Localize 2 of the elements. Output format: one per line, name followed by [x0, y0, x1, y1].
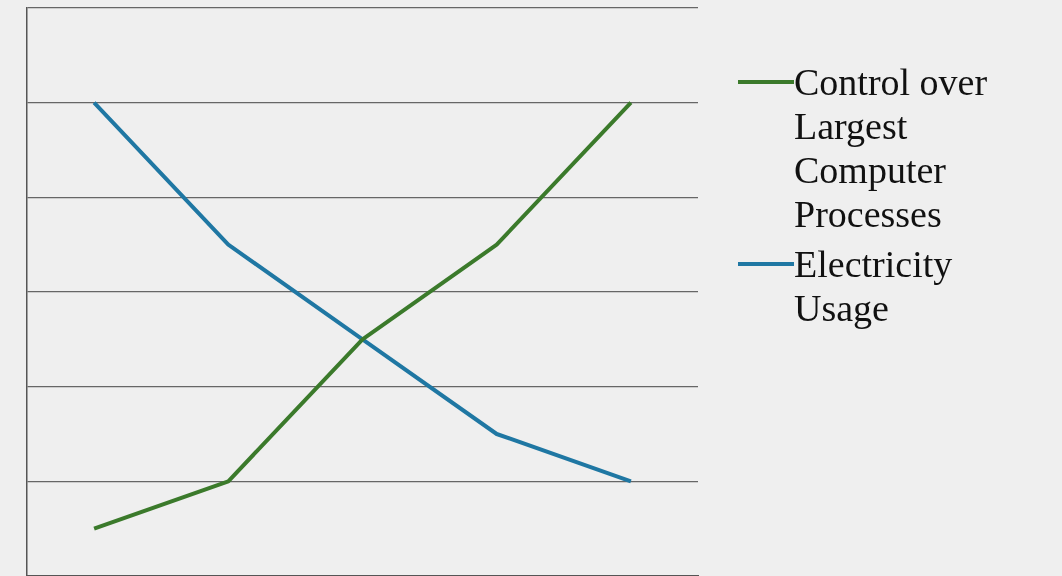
legend-label: Electricity Usage — [794, 242, 954, 330]
legend-label: Control over Largest Computer Processes — [794, 60, 989, 236]
